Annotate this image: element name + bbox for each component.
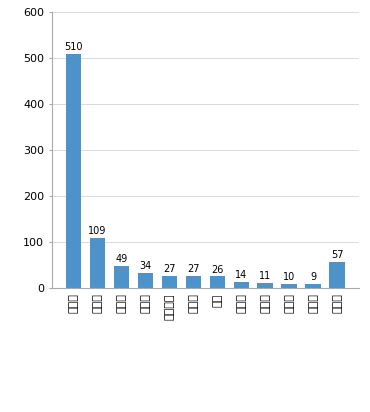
Text: 14: 14 [235,270,248,280]
Bar [90,238,105,288]
Text: 9: 9 [310,272,316,282]
Text: 34: 34 [139,261,152,271]
Text: 11: 11 [259,272,271,281]
Bar [305,284,321,288]
Text: 26: 26 [211,265,223,274]
Text: 510: 510 [64,42,83,52]
Text: 27: 27 [163,264,176,274]
Text: 10: 10 [283,272,295,282]
Text: 109: 109 [88,227,107,236]
Text: 57: 57 [331,250,343,260]
Bar [258,283,273,288]
Bar [138,273,153,288]
Text: 49: 49 [115,254,128,264]
Bar [66,54,81,288]
Bar [186,276,201,288]
Bar [329,262,345,288]
Bar [282,284,297,288]
Text: 27: 27 [187,264,200,274]
Bar [162,276,177,288]
Bar [209,276,225,288]
Bar [233,282,249,288]
Bar [114,266,129,288]
